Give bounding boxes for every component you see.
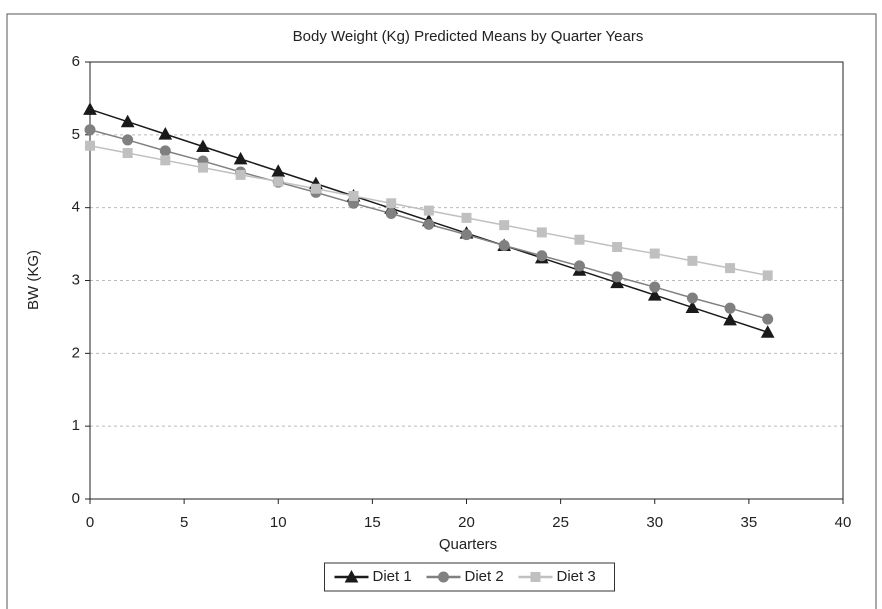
y-tick-label: 5: [72, 126, 80, 143]
marker: [233, 151, 248, 165]
y-tick-label: 4: [72, 199, 80, 216]
marker: [423, 218, 435, 230]
legend-label: Diet 1: [373, 568, 412, 585]
marker: [649, 248, 660, 259]
marker: [762, 270, 773, 281]
x-tick-label: 25: [552, 514, 569, 531]
marker: [685, 300, 700, 313]
x-tick-label: 10: [270, 514, 287, 531]
chart-title: Body Weight (Kg) Predicted Means by Quar…: [293, 28, 644, 45]
x-tick-label: 15: [364, 514, 381, 531]
y-axis-label: BW (KG): [25, 250, 42, 310]
marker: [273, 176, 284, 187]
marker: [498, 240, 510, 252]
x-tick-label: 5: [180, 514, 188, 531]
marker: [687, 255, 698, 266]
marker: [423, 205, 434, 216]
x-tick-label: 20: [458, 514, 475, 531]
marker: [122, 148, 133, 159]
marker: [271, 164, 286, 177]
marker: [536, 250, 548, 262]
marker: [196, 139, 210, 152]
marker: [158, 127, 173, 140]
legend-marker: [530, 572, 541, 582]
marker: [647, 288, 662, 301]
legend-marker: [344, 569, 359, 583]
marker: [235, 169, 246, 180]
y-tick-label: 0: [72, 490, 80, 507]
marker: [159, 145, 171, 157]
marker: [85, 140, 95, 151]
marker: [310, 183, 321, 194]
legend-label: Diet 3: [557, 568, 596, 585]
marker: [385, 207, 397, 219]
marker: [120, 114, 135, 128]
marker: [461, 229, 472, 241]
x-tick-label: 30: [646, 514, 663, 531]
marker: [160, 155, 171, 166]
x-tick-label: 0: [86, 514, 94, 531]
marker: [386, 198, 397, 209]
x-axis-label: Quarters: [439, 536, 497, 553]
marker: [724, 302, 736, 314]
y-tick-label: 3: [72, 271, 80, 288]
x-tick-label: 40: [835, 514, 852, 531]
marker: [573, 260, 585, 272]
marker: [649, 281, 661, 293]
marker: [725, 263, 736, 274]
marker: [760, 325, 775, 338]
marker: [499, 220, 510, 231]
legend-marker: [438, 571, 449, 583]
x-tick-label: 35: [741, 514, 758, 531]
plot-area: [89, 61, 844, 500]
marker: [612, 241, 623, 252]
marker: [84, 124, 96, 136]
marker: [348, 191, 359, 202]
marker: [536, 227, 547, 238]
frame: [6, 13, 877, 609]
legend-box: [324, 562, 615, 592]
y-tick-label: 1: [72, 417, 80, 434]
marker: [461, 212, 472, 223]
y-tick-label: 6: [72, 53, 80, 70]
marker: [611, 271, 623, 283]
marker: [686, 292, 698, 304]
marker: [723, 312, 737, 326]
marker: [574, 234, 585, 245]
marker: [197, 162, 208, 173]
legend-label: Diet 2: [465, 568, 504, 585]
marker: [122, 134, 134, 146]
marker: [83, 102, 97, 115]
y-tick-label: 2: [72, 344, 80, 361]
marker: [762, 313, 774, 325]
